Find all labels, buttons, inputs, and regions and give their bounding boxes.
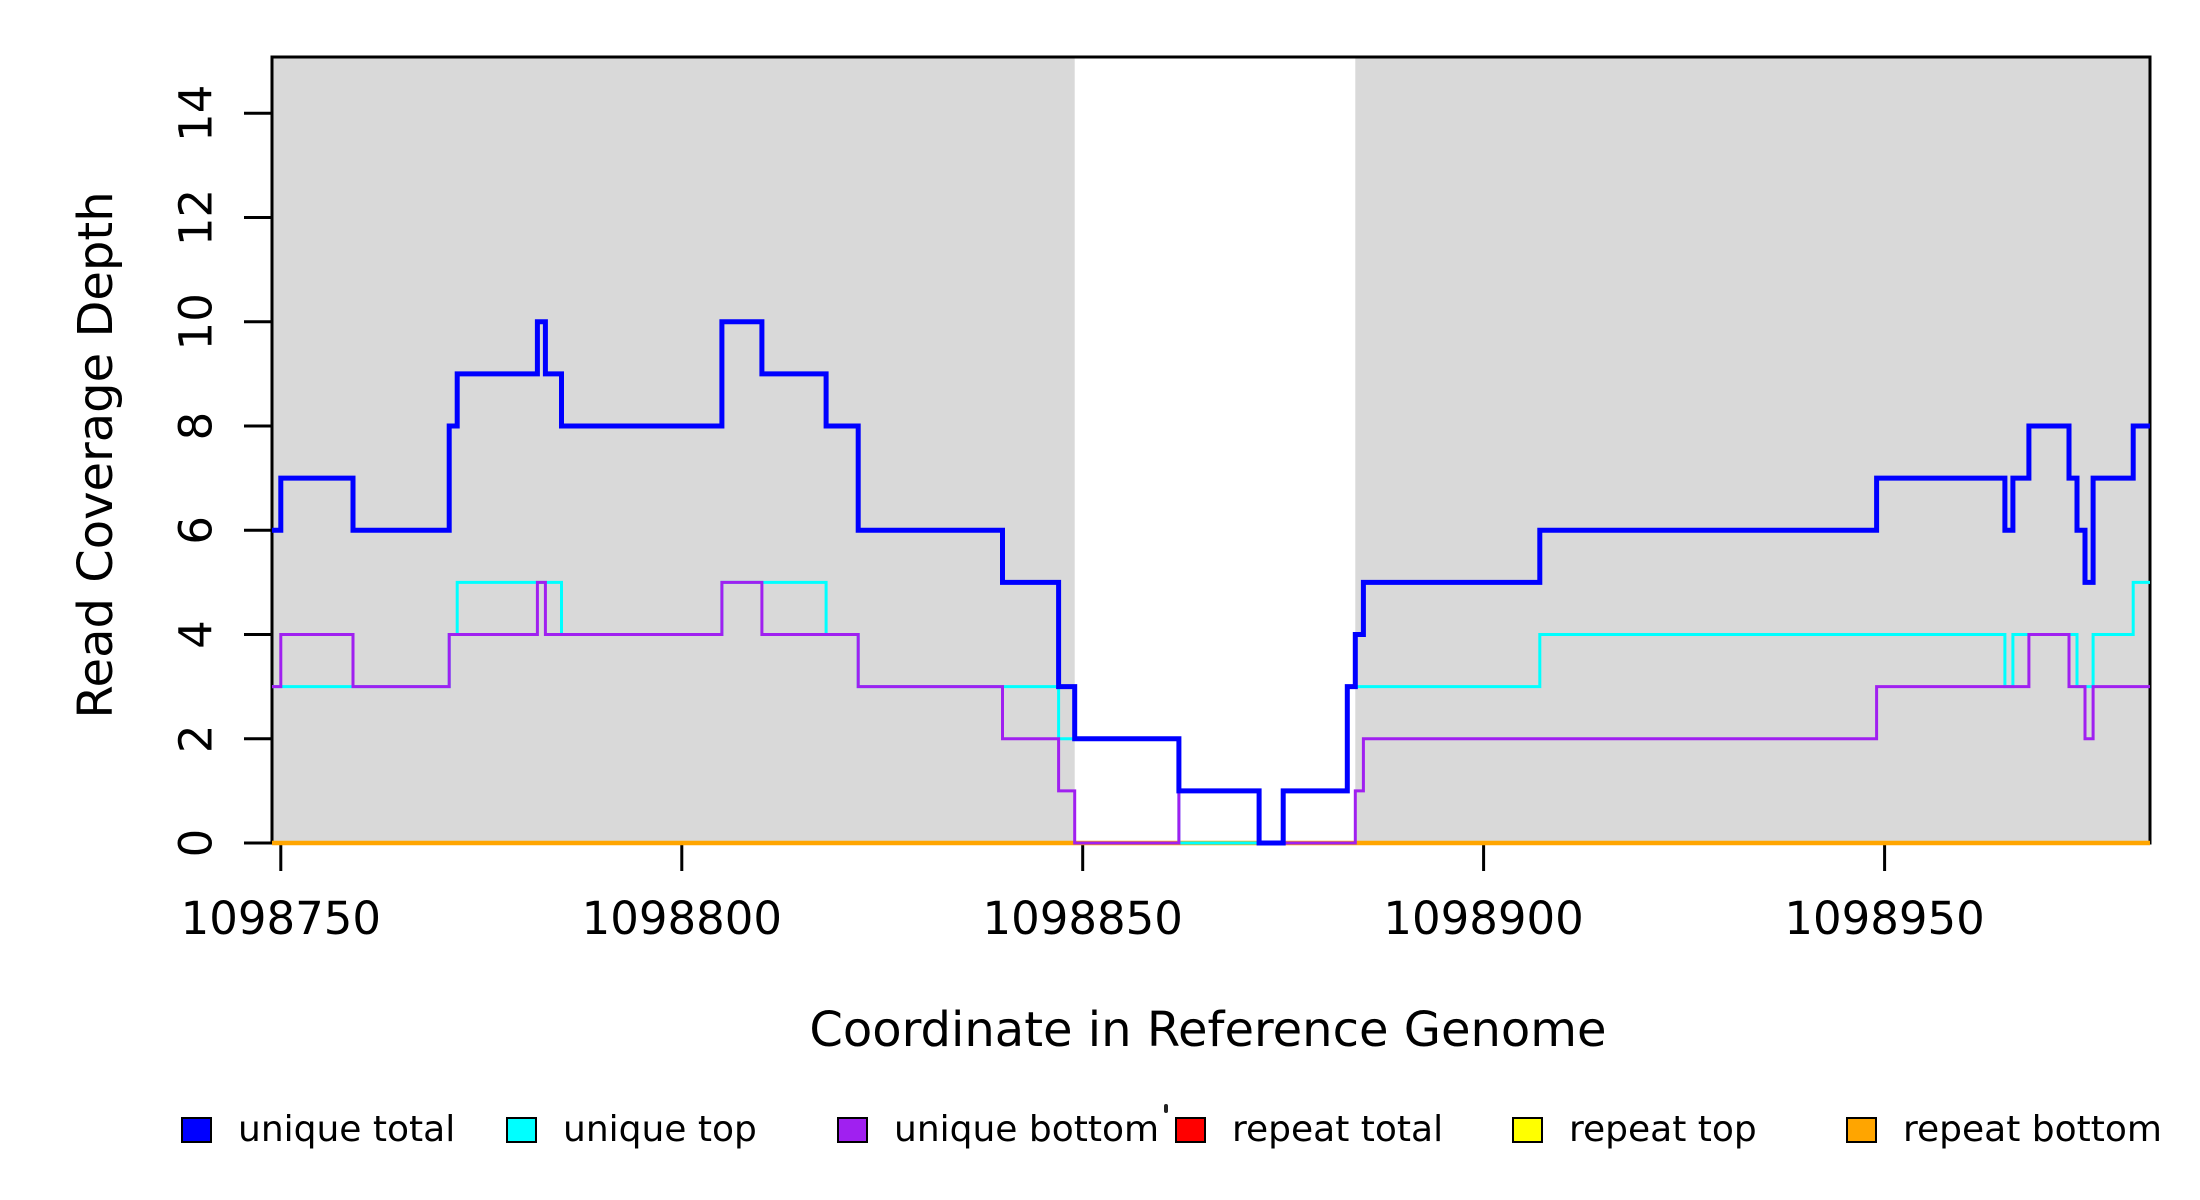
y-tick-label: 14 [170,85,223,142]
unique-region-right [1355,57,2150,843]
x-tick-label: 1098800 [582,892,782,945]
series-line-unique-bottom [272,580,2150,845]
y-tick-label: 2 [170,724,223,753]
series-line-unique-total [272,319,2150,846]
y-tick-label: 6 [170,516,223,545]
series-line-unique-top [272,580,2150,845]
y-tick-label: 12 [170,189,223,246]
x-tick-label: 1098850 [982,892,1182,945]
y-tick-label: 4 [170,620,223,649]
y-tick-label: 0 [170,829,223,858]
y-tick-label: 8 [170,412,223,441]
x-axis-title: Coordinate in Reference Genome [809,1002,1607,1058]
y-axis-title: Read Coverage Depth [68,191,124,719]
y-tick-label: 10 [170,293,223,350]
x-tick-label: 1098750 [181,892,381,945]
artifact-speck [1164,1104,1168,1113]
x-tick-label: 1098900 [1383,892,1583,945]
x-tick-label: 1098950 [1784,892,1984,945]
unique-region-left [272,57,1075,843]
